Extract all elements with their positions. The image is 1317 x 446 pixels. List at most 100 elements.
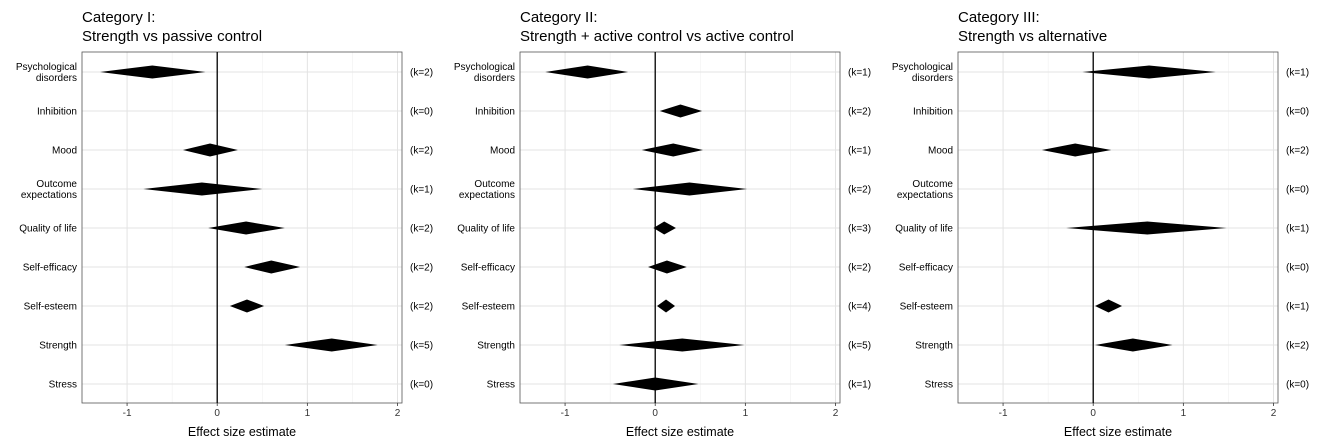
k-label-mood: (k=1)	[848, 146, 871, 157]
row-label-quality-of-life: Quality of life	[19, 224, 77, 235]
row-label-line: disorders	[474, 73, 515, 84]
k-label-psychological-disorders: (k=1)	[1286, 68, 1309, 79]
diamond-quality-of-life	[208, 221, 285, 235]
diamond-psychological-disorders	[1082, 65, 1216, 79]
k-label-inhibition: (k=0)	[410, 107, 433, 118]
row-label-psychological-disorders: Psychological disorders	[454, 62, 515, 84]
k-label-strength: (k=5)	[410, 341, 433, 352]
row-label-line: expectations	[459, 190, 515, 201]
panel-subtitle: Strength vs passive control	[82, 28, 262, 45]
row-label-outcome-expectations: Outcome expectations	[897, 179, 954, 201]
diamond-self-esteem	[1095, 299, 1123, 313]
k-label-self-esteem: (k=4)	[848, 302, 871, 313]
k-label-mood: (k=2)	[1286, 146, 1309, 157]
row-label-line: Psychological	[454, 62, 515, 73]
diamond-outcome-expectations	[143, 182, 263, 196]
k-label-psychological-disorders: (k=2)	[410, 68, 433, 79]
diamond-psychological-disorders	[100, 65, 206, 79]
panel-border	[957, 51, 1279, 404]
panel-border	[81, 51, 403, 404]
row-label-stress: Stress	[925, 380, 953, 391]
row-label-quality-of-life: Quality of life	[895, 224, 953, 235]
row-label-inhibition: Inhibition	[37, 107, 77, 118]
k-label-strength: (k=5)	[848, 341, 871, 352]
row-label-psychological-disorders: Psychological disorders	[892, 62, 953, 84]
panel-title: Category III:	[958, 9, 1040, 26]
diamond-inhibition	[659, 104, 703, 118]
k-label-outcome-expectations: (k=0)	[1286, 185, 1309, 196]
panel-title: Category II:	[520, 9, 598, 26]
diamond-psychological-disorders	[545, 65, 629, 79]
diamond-mood	[641, 143, 703, 157]
x-tick-label: 1	[305, 408, 311, 419]
row-label-stress: Stress	[487, 380, 515, 391]
row-label-mood: Mood	[928, 146, 953, 157]
panel-2: Category II: Strength + active control vs…	[454, 9, 871, 439]
diamond-self-efficacy	[648, 260, 687, 274]
diamond-self-esteem	[229, 299, 265, 313]
row-label-mood: Mood	[490, 146, 515, 157]
row-label-self-esteem: Self-esteem	[24, 302, 77, 313]
row-label-psychological-disorders: Psychological disorders	[16, 62, 77, 84]
k-label-quality-of-life: (k=3)	[848, 224, 871, 235]
row-label-line: expectations	[897, 190, 953, 201]
k-label-strength: (k=2)	[1286, 341, 1309, 352]
diamond-strength	[284, 338, 378, 352]
x-tick-label: 2	[395, 408, 401, 419]
row-label-self-efficacy: Self-efficacy	[23, 263, 77, 274]
x-tick-label: -1	[123, 408, 132, 419]
row-label-self-esteem: Self-esteem	[900, 302, 953, 313]
panel-subtitle: Strength vs alternative	[958, 28, 1107, 45]
k-label-self-esteem: (k=1)	[1286, 302, 1309, 313]
k-label-stress: (k=1)	[848, 380, 871, 391]
diamond-stress	[612, 377, 699, 391]
panel-title: Category I:	[82, 9, 155, 26]
x-tick-label: 2	[1271, 408, 1277, 419]
x-axis-label: Effect size estimate	[626, 425, 734, 439]
diamond-strength	[1095, 338, 1173, 352]
k-label-outcome-expectations: (k=2)	[848, 185, 871, 196]
row-label-strength: Strength	[477, 341, 515, 352]
diamond-quality-of-life	[1066, 221, 1227, 235]
row-label-stress: Stress	[49, 380, 77, 391]
k-label-quality-of-life: (k=1)	[1286, 224, 1309, 235]
k-label-inhibition: (k=0)	[1286, 107, 1309, 118]
row-label-line: disorders	[36, 73, 77, 84]
row-label-self-esteem: Self-esteem	[462, 302, 515, 313]
x-tick-label: -1	[561, 408, 570, 419]
k-label-mood: (k=2)	[410, 146, 433, 157]
diamond-self-esteem	[657, 299, 676, 313]
row-label-mood: Mood	[52, 146, 77, 157]
x-axis-label: Effect size estimate	[1064, 425, 1172, 439]
row-label-self-efficacy: Self-efficacy	[461, 263, 515, 274]
k-label-self-efficacy: (k=0)	[1286, 263, 1309, 274]
row-label-line: expectations	[21, 190, 77, 201]
diamond-mood	[1041, 143, 1112, 157]
k-label-self-efficacy: (k=2)	[410, 263, 433, 274]
diamond-quality-of-life	[653, 221, 676, 235]
x-tick-label: 1	[1181, 408, 1187, 419]
row-label-self-efficacy: Self-efficacy	[899, 263, 953, 274]
row-label-strength: Strength	[915, 341, 953, 352]
row-label-line: Outcome	[912, 179, 953, 190]
k-label-psychological-disorders: (k=1)	[848, 68, 871, 79]
x-tick-label: -1	[999, 408, 1008, 419]
row-label-line: Outcome	[474, 179, 515, 190]
x-axis-label: Effect size estimate	[188, 425, 296, 439]
row-label-line: disorders	[912, 73, 953, 84]
row-label-inhibition: Inhibition	[475, 107, 515, 118]
k-label-outcome-expectations: (k=1)	[410, 185, 433, 196]
x-tick-label: 0	[652, 408, 658, 419]
panel-border	[519, 51, 841, 404]
panel-3: Category III: Strength vs alternative Psyc…	[892, 9, 1309, 439]
x-tick-label: 0	[214, 408, 220, 419]
k-label-stress: (k=0)	[410, 380, 433, 391]
diamond-mood	[182, 143, 238, 157]
panel-subtitle: Strength + active control vs active cont…	[520, 28, 794, 45]
k-label-self-efficacy: (k=2)	[848, 263, 871, 274]
row-label-outcome-expectations: Outcome expectations	[459, 179, 516, 201]
row-label-line: Psychological	[16, 62, 77, 73]
row-label-line: Outcome	[36, 179, 77, 190]
